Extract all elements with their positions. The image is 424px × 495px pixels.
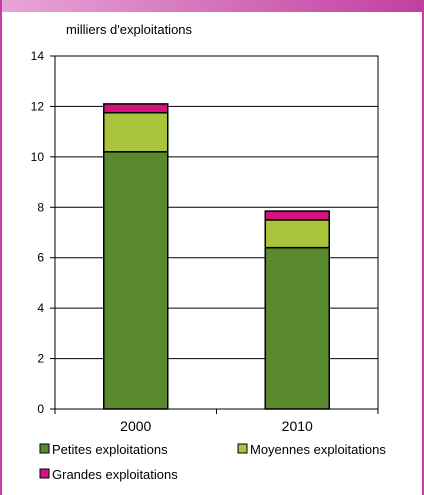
- y-tick-label: 12: [31, 99, 45, 113]
- legend: Petites exploitations Moyennes exploitati…: [40, 442, 386, 482]
- legend-swatch-moyennes: [238, 444, 247, 453]
- bar-2000-grandes: [104, 104, 168, 113]
- bar-2010-grandes: [265, 211, 329, 220]
- y-tick-label: 8: [37, 200, 44, 214]
- y-axis: 0 2 4 6 8 10 12 14: [31, 49, 55, 416]
- bar-2000-petites: [104, 152, 168, 409]
- x-tick-label: 2010: [282, 418, 313, 434]
- y-tick-label: 0: [37, 402, 44, 416]
- y-tick-label: 4: [37, 301, 44, 315]
- bar-2010-petites: [265, 248, 329, 409]
- bar-2000-moyennes: [104, 113, 168, 152]
- x-axis: 2000 2010: [55, 409, 378, 434]
- legend-label: Moyennes exploitations: [250, 442, 386, 457]
- legend-label: Grandes exploitations: [52, 467, 178, 482]
- bar-2010-moyennes: [265, 220, 329, 248]
- y-tick-label: 2: [37, 352, 44, 366]
- bars: [104, 104, 330, 409]
- legend-label: Petites exploitations: [52, 442, 168, 457]
- y-tick-label: 6: [37, 251, 44, 265]
- unit-label: milliers d'exploitations: [66, 22, 193, 37]
- legend-swatch-petites: [40, 444, 49, 453]
- y-tick-label: 10: [31, 150, 45, 164]
- x-tick-label: 2000: [120, 418, 151, 434]
- y-tick-label: 14: [31, 49, 45, 63]
- legend-swatch-grandes: [40, 469, 49, 478]
